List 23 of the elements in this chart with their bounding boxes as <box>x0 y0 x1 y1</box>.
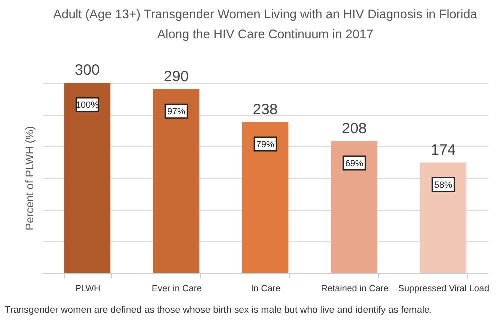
annotation: 100% <box>76 100 100 110</box>
bar <box>331 141 378 273</box>
bar <box>420 162 467 273</box>
x-tick-label: PLWH <box>75 284 101 294</box>
x-tick-label: Suppressed Viral Load <box>398 284 490 294</box>
data-label: 208 <box>342 120 368 138</box>
x-tick-label: Ever in Care <box>152 284 202 294</box>
annotation: 58% <box>434 180 453 190</box>
data-label: 290 <box>164 68 190 86</box>
x-tick-label: Retained in Care <box>321 284 389 294</box>
text: Transgender women are defined as those whose birth sex is male but who live and identify as female. <box>5 305 432 316</box>
data-label: 174 <box>430 142 456 159</box>
annotation: 97% <box>167 106 186 116</box>
data-label: 300 <box>74 62 100 79</box>
chart-title: Adult (Age 13+) Transgender Women Living with an HIV Diagnosis in Florida Along the HIV Care Continuum in 2017 <box>54 8 478 42</box>
data-label: 238 <box>252 101 278 118</box>
bar <box>64 83 111 273</box>
bar <box>153 89 200 273</box>
annotation: 69% <box>345 158 364 168</box>
bar <box>242 122 289 273</box>
x-tick-label: In Care <box>251 284 281 294</box>
annotation: 79% <box>256 139 275 150</box>
y-axis-title: Percent of PLWH (%) <box>24 126 36 231</box>
